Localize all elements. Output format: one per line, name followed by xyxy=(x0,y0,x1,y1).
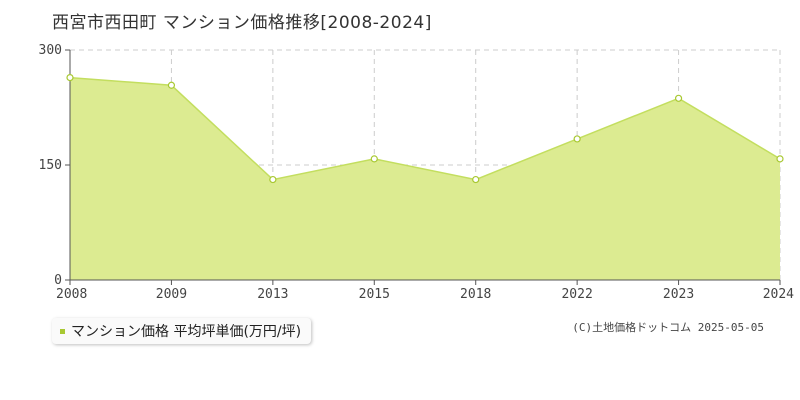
legend-label: マンション価格 平均坪単価(万円/坪) xyxy=(71,324,302,340)
area-fill xyxy=(70,77,780,280)
y-tick-label: 300 xyxy=(39,43,62,58)
data-point xyxy=(269,175,277,184)
area-chart: 0 150 300 2008 2009 2013 2015 2018 2022 2023 2024 xyxy=(39,43,795,300)
axes xyxy=(65,49,781,285)
data-point xyxy=(472,175,480,184)
x-tick-label: 2018 xyxy=(460,287,491,300)
x-tick-label: 2015 xyxy=(359,287,390,300)
data-point xyxy=(370,155,378,163)
x-tick-label: 2009 xyxy=(156,287,187,300)
credit-text: (C)土地価格ドットコム 2025-05-05 xyxy=(572,321,764,334)
data-point xyxy=(573,135,581,143)
legend: マンション価格 平均坪単価(万円/坪) xyxy=(52,318,312,344)
data-point xyxy=(66,73,74,82)
data-point xyxy=(776,155,784,163)
data-points xyxy=(66,73,784,184)
y-tick-label: 0 xyxy=(54,273,62,288)
y-tick-label: 150 xyxy=(39,158,62,173)
chart-title: 西宮市西田町 マンション価格推移[2008-2024] xyxy=(52,13,432,33)
series-line xyxy=(69,76,781,181)
data-point xyxy=(674,94,683,102)
x-tick-labels: 2008 2009 2013 2015 2018 2022 2023 2024 xyxy=(56,287,794,300)
x-tick-label: 2008 xyxy=(56,287,87,300)
x-tick-label: 2023 xyxy=(663,287,694,300)
legend-swatch xyxy=(60,328,65,334)
x-tick-label: 2024 xyxy=(763,287,794,300)
x-tick-label: 2013 xyxy=(257,287,288,300)
data-point xyxy=(167,81,176,89)
y-tick-labels: 0 150 300 xyxy=(39,43,62,288)
x-tick-label: 2022 xyxy=(561,287,592,300)
